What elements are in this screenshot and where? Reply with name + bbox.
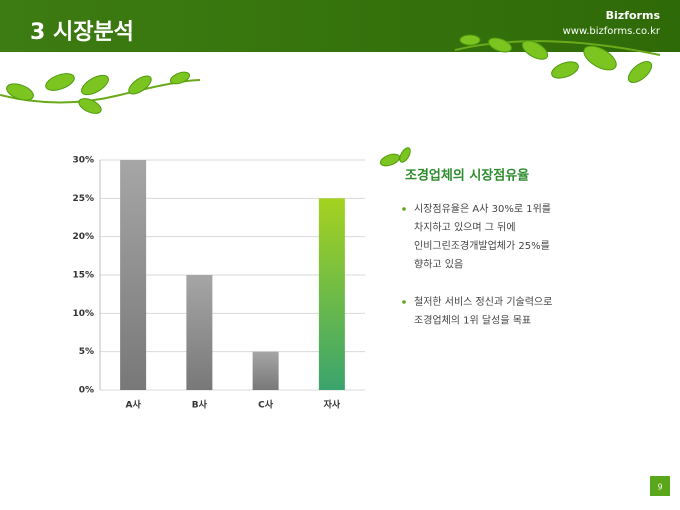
bullet-text: 시장점유율은 A사 30%로 1위를 xyxy=(414,202,551,215)
brand-url: www.bizforms.co.kr xyxy=(563,26,661,37)
x-tick-label: A사 xyxy=(126,399,142,411)
y-tick-label: 30% xyxy=(72,156,94,166)
header-bar xyxy=(0,0,680,52)
bar xyxy=(186,275,213,390)
page-number-box xyxy=(650,476,670,496)
y-tick-label: 15% xyxy=(72,271,94,281)
x-tick-label: C사 xyxy=(258,399,274,411)
chart: 0% 5% 10% 15% 20% 25% 30% A사 B사 C사 자사 xyxy=(72,156,365,411)
y-tick-label: 20% xyxy=(72,232,94,242)
bar xyxy=(318,198,345,390)
leaf-decoration xyxy=(0,34,661,167)
bar xyxy=(252,351,279,390)
bullet-text: 철저한 서비스 정신과 기술력으로 xyxy=(414,296,552,308)
bullet-text: 향하고 있음 xyxy=(414,258,463,271)
bullet-dot xyxy=(402,300,406,304)
bullet-text: 차지하고 있으며 그 뒤에 xyxy=(414,221,516,234)
slide-title: 3 시장분석 xyxy=(30,20,134,45)
y-tick-label: 25% xyxy=(72,194,94,204)
y-tick-label: 10% xyxy=(72,309,94,319)
panel-heading: 조경업체의 시장점유율 xyxy=(405,168,529,184)
x-tick-label: B사 xyxy=(192,399,208,411)
page-number: 9 xyxy=(657,483,662,492)
brand: Bizforms xyxy=(606,9,661,22)
x-tick-label: 자사 xyxy=(324,399,341,411)
y-tick-label: 0% xyxy=(79,386,94,396)
y-tick-label: 5% xyxy=(79,347,94,357)
bullet-text: 인비그린조경개발업체가 25%를 xyxy=(414,239,550,252)
bullet-dot xyxy=(402,207,406,211)
bar xyxy=(120,160,147,390)
bullet-text: 조경업체의 1위 달성을 목표 xyxy=(414,314,531,327)
